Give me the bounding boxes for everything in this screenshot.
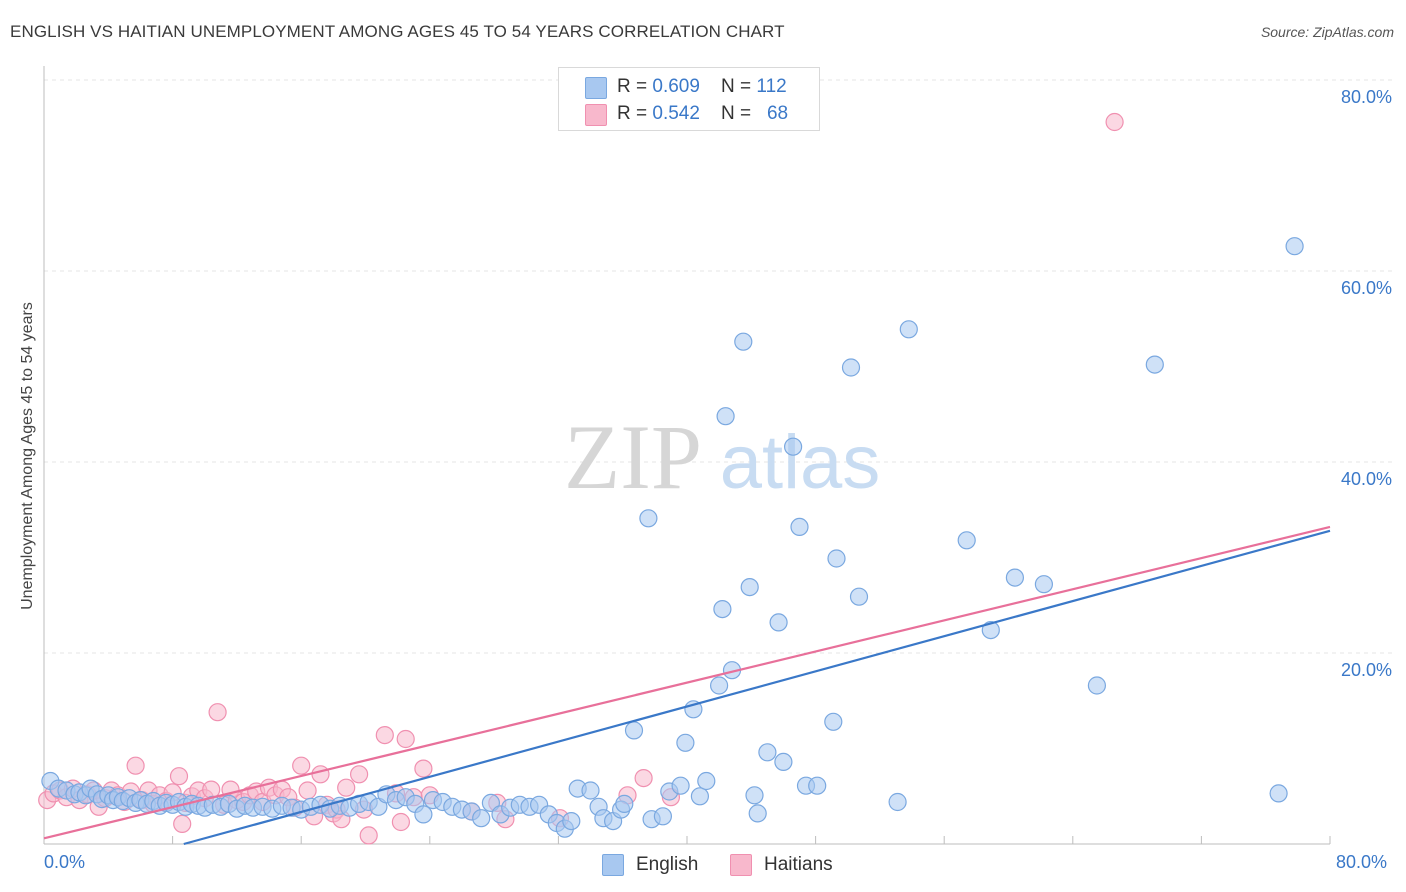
- english-point: [671, 776, 690, 795]
- x-tick-label-min: 0.0%: [44, 852, 86, 872]
- legend-n-label: N =: [721, 76, 757, 97]
- trend-lines: [43, 525, 1331, 846]
- chart-title: ENGLISH VS HAITIAN UNEMPLOYMENT AMONG AG…: [10, 22, 785, 41]
- english-point: [713, 599, 732, 619]
- english-point: [1005, 568, 1025, 587]
- english-point: [827, 549, 846, 568]
- english-point: [783, 437, 803, 456]
- bottom-legend-label-english: English: [636, 854, 699, 875]
- english-point: [472, 809, 491, 828]
- legend-n-label: N =: [721, 103, 757, 124]
- english-point: [748, 804, 767, 823]
- english-point: [769, 613, 788, 632]
- english-point: [414, 805, 433, 824]
- english-point: [849, 587, 869, 606]
- english-trend-line: [183, 529, 1331, 846]
- watermark-atlas: atlas: [720, 420, 881, 505]
- x-tick-label-max: 80.0%: [1336, 852, 1388, 872]
- legend-r-value: 0.542: [652, 103, 700, 124]
- english-point: [653, 807, 673, 826]
- bottom-legend-swatch-haitians: [730, 854, 752, 876]
- haitians-trend-line: [43, 525, 1331, 840]
- y-tick-label-60: 60.0%: [1340, 278, 1392, 298]
- haitians-point: [337, 778, 356, 797]
- haitians-point: [292, 756, 311, 775]
- english-point: [841, 358, 861, 377]
- haitians-point: [391, 812, 410, 832]
- english-point: [615, 794, 634, 814]
- english-point: [899, 320, 918, 339]
- haitians-point: [169, 767, 189, 786]
- legend: R = 0.609 N = 112 R = 0.542 N = 68: [558, 67, 820, 131]
- english-point: [690, 787, 710, 806]
- axes: [43, 66, 1331, 845]
- y-tick-label-40: 40.0%: [1340, 469, 1392, 489]
- english-point: [808, 776, 827, 795]
- legend-n-value: 68: [766, 103, 789, 124]
- haitians-point: [634, 768, 653, 788]
- english-point: [758, 743, 777, 762]
- english-point: [1269, 784, 1288, 803]
- english-point: [774, 752, 793, 772]
- english-point: [709, 676, 729, 695]
- english-point: [1285, 237, 1304, 256]
- bottom-legend-label-haitians: Haitians: [764, 854, 833, 875]
- english-point: [981, 620, 1000, 640]
- english-point: [745, 786, 764, 805]
- bottom-legend-swatch-english: [602, 854, 624, 876]
- english-point: [1034, 575, 1054, 594]
- haitians-point: [311, 765, 330, 784]
- english-point: [957, 531, 976, 550]
- haitians-point: [173, 814, 192, 834]
- legend-r-label: R =: [617, 103, 653, 124]
- english-point: [639, 509, 658, 528]
- english-point: [1087, 676, 1107, 695]
- haitians-point: [414, 759, 433, 778]
- haitians-point: [1105, 112, 1124, 132]
- english-point: [562, 811, 581, 831]
- source-credit: Source: ZipAtlas.com: [1260, 24, 1394, 40]
- y-tick-label-80: 80.0%: [1340, 87, 1392, 107]
- english-point: [734, 332, 753, 351]
- legend-r-label: R =: [617, 76, 653, 97]
- english-point: [716, 407, 735, 426]
- watermark-zip: ZIP: [564, 406, 702, 508]
- legend-swatch-english: [585, 77, 607, 99]
- haitians-point: [126, 756, 145, 775]
- english-point: [697, 771, 716, 791]
- english-point: [624, 721, 644, 740]
- english-points: [41, 237, 1304, 838]
- legend-swatch-haitians: [585, 104, 607, 126]
- english-point: [676, 733, 695, 752]
- haitians-point: [350, 765, 369, 784]
- english-point: [1145, 355, 1164, 374]
- haitians-point: [298, 781, 317, 800]
- grid-lines: [44, 79, 1392, 654]
- bottom-legend-haitians: Haitians: [730, 852, 833, 878]
- english-point: [581, 781, 600, 800]
- bottom-legend-english: English: [602, 852, 698, 878]
- legend-n-value: 112: [756, 76, 787, 97]
- english-point: [824, 712, 843, 731]
- haitians-point: [208, 703, 227, 722]
- english-point: [888, 792, 907, 812]
- y-tick-label-20: 20.0%: [1340, 660, 1392, 680]
- haitians-point: [375, 725, 394, 745]
- haitians-point: [359, 826, 378, 845]
- haitians-point: [396, 729, 415, 749]
- legend-r-value: 0.609: [652, 76, 700, 97]
- english-point: [740, 577, 759, 597]
- english-point: [790, 517, 809, 537]
